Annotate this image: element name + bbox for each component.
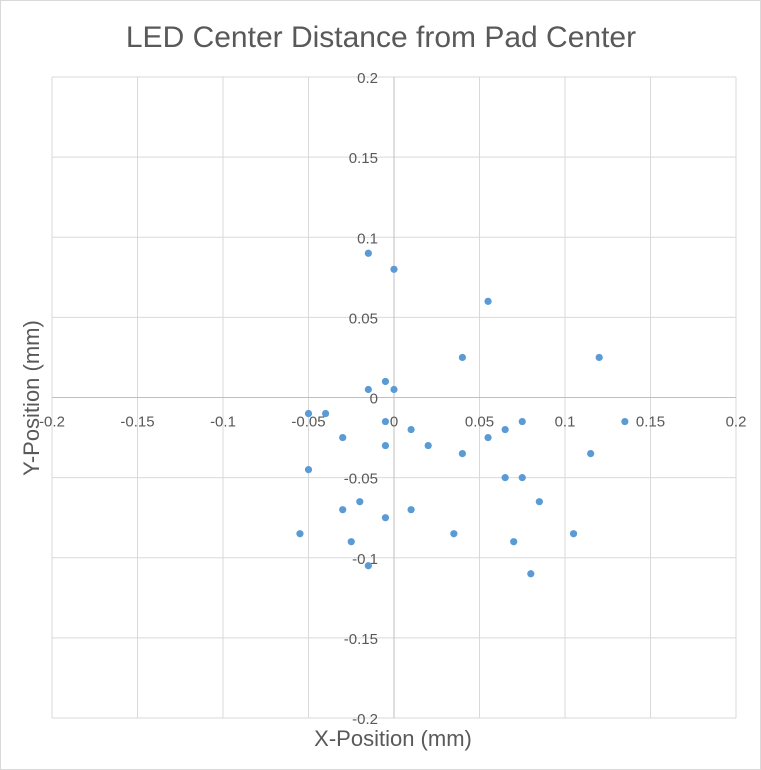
- y-tick-label: -0.2: [352, 711, 378, 728]
- y-axis-title: Y-Position (mm): [19, 320, 44, 476]
- data-point: [364, 249, 372, 257]
- data-points: [296, 249, 629, 578]
- data-point: [621, 417, 629, 426]
- data-point: [390, 385, 398, 394]
- y-tick-label: -0.05: [344, 471, 378, 488]
- data-point: [322, 409, 330, 418]
- y-tick-label: -0.1: [352, 551, 378, 568]
- x-tick-label: -0.2: [39, 414, 65, 431]
- data-point: [450, 530, 458, 538]
- data-point: [527, 570, 535, 578]
- y-tick-label: 0.15: [349, 150, 378, 167]
- data-point: [381, 514, 390, 522]
- chart-title: LED Center Distance from Pad Center: [126, 21, 636, 54]
- data-point: [484, 433, 492, 442]
- data-point: [339, 433, 347, 442]
- data-point: [390, 265, 398, 273]
- x-tick-label: 0.2: [726, 414, 747, 431]
- data-point: [381, 377, 390, 386]
- y-tick-label: 0.05: [349, 310, 378, 327]
- data-point: [424, 441, 432, 450]
- data-point: [339, 506, 347, 514]
- data-point: [381, 417, 390, 426]
- data-point: [501, 474, 509, 482]
- data-point: [595, 353, 603, 362]
- x-tick-label: -0.1: [210, 414, 236, 431]
- y-tick-label: 0: [370, 391, 378, 408]
- x-tick-label: -0.05: [291, 414, 325, 431]
- data-point: [510, 538, 518, 546]
- data-point: [304, 466, 313, 474]
- data-point: [296, 530, 304, 538]
- data-point: [501, 425, 509, 434]
- data-point: [347, 538, 355, 546]
- x-tick-label: 0.15: [636, 414, 665, 431]
- data-point: [569, 530, 578, 538]
- data-point: [364, 385, 372, 394]
- tick-labels: -0.2 -0.15 -0.1 -0.05 0 0.05 0.1 0.15 0.2 -0.2 -0.…: [39, 70, 746, 728]
- y-tick-label: 0.1: [357, 230, 378, 247]
- x-tick-label: 0.1: [555, 414, 576, 431]
- data-point: [407, 425, 415, 434]
- data-point: [484, 297, 492, 305]
- x-tick-label: -0.15: [120, 414, 154, 431]
- x-tick-label: 0: [390, 414, 398, 431]
- data-point: [518, 474, 526, 482]
- data-point: [535, 498, 543, 506]
- y-tick-label: 0.2: [357, 70, 378, 87]
- data-point: [458, 353, 466, 362]
- y-tick-label: -0.15: [344, 631, 378, 648]
- x-tick-label: 0.05: [465, 414, 494, 431]
- data-point: [381, 441, 390, 450]
- data-point: [356, 498, 364, 506]
- data-point: [364, 562, 372, 570]
- x-axis-title: X-Position (mm): [314, 726, 472, 751]
- data-point: [587, 449, 595, 458]
- data-point: [458, 449, 466, 458]
- data-point: [518, 417, 526, 426]
- axes: [52, 77, 736, 718]
- data-point: [304, 409, 313, 418]
- data-point: [407, 506, 415, 514]
